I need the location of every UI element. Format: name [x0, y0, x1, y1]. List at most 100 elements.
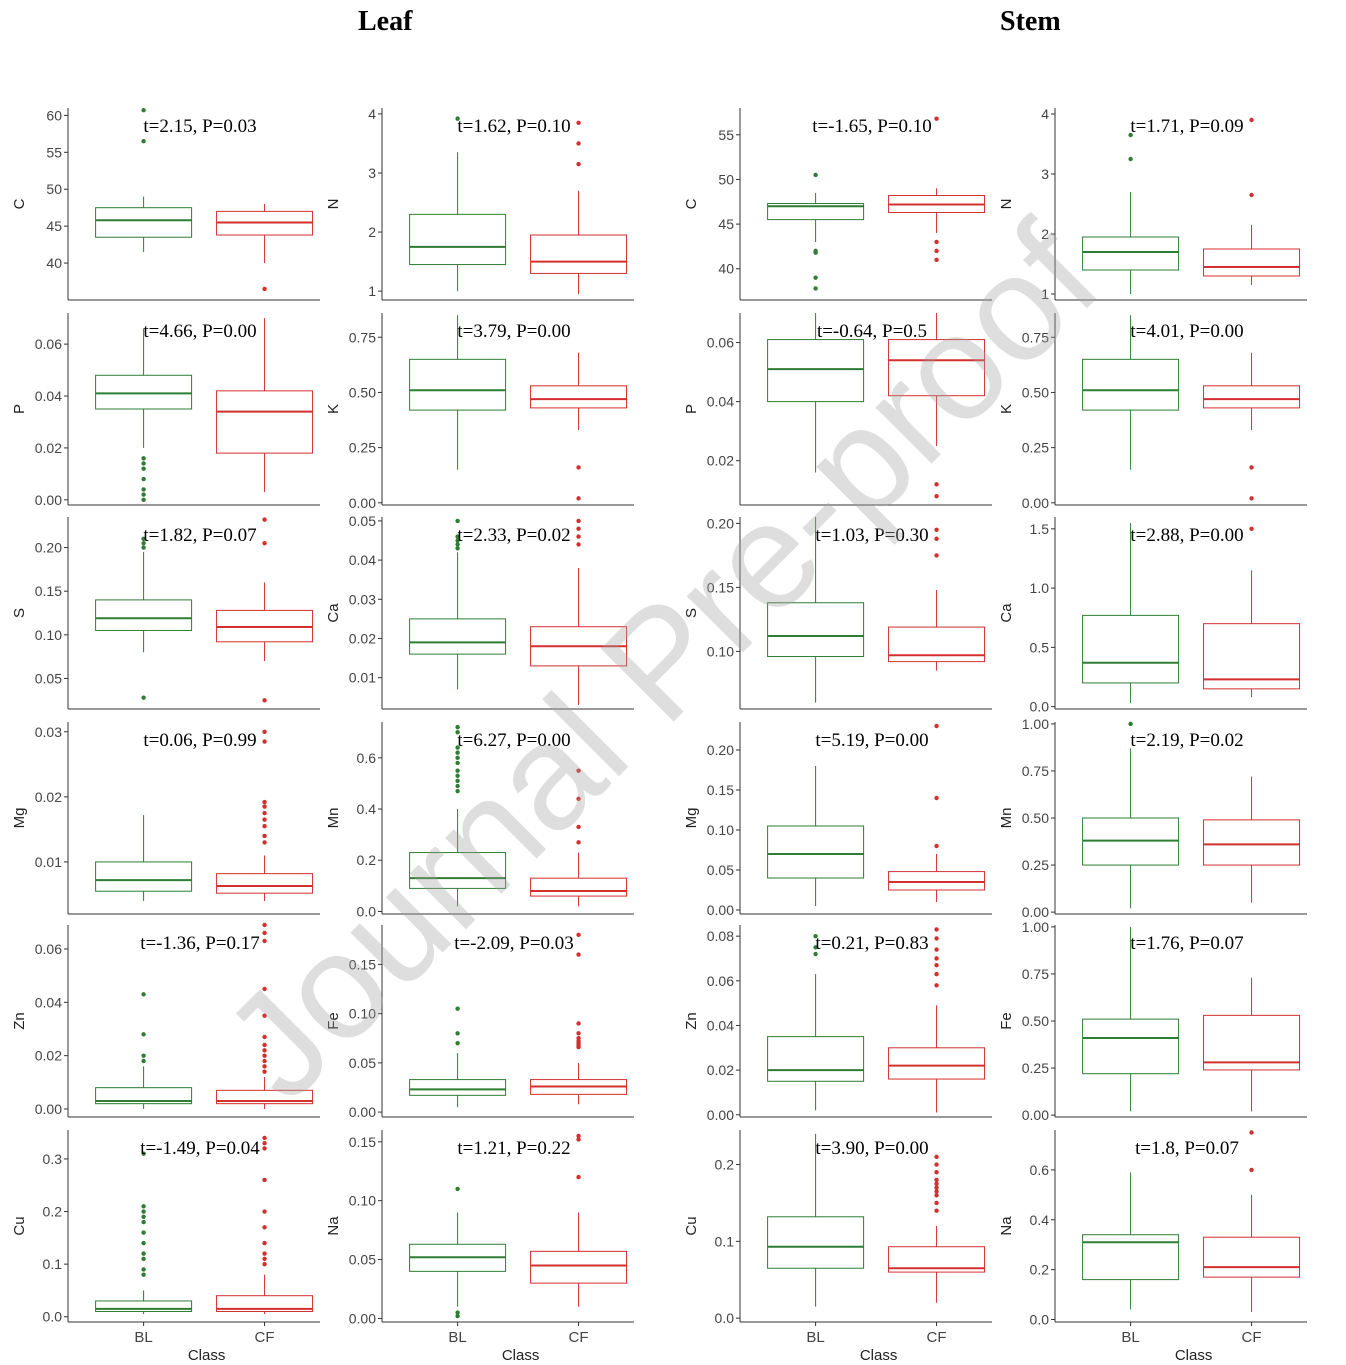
y-axis-label: Na [325, 1216, 342, 1236]
x-tick-label: BL [134, 1329, 152, 1346]
outlier-point [1249, 1130, 1254, 1135]
stat-annotation: t=-1.49, P=0.04 [140, 1138, 260, 1159]
outlier-point [934, 1200, 939, 1206]
x-axis-label: Class [1175, 1347, 1213, 1364]
outlier-point [455, 760, 460, 766]
y-tick-label: 1.00 [1022, 919, 1049, 935]
outlier-point [455, 755, 460, 761]
stat-annotation: t=0.06, P=0.99 [143, 730, 256, 751]
y-tick-label: 0.15 [707, 782, 734, 798]
box-CF [1203, 776, 1301, 903]
outlier-point [262, 1261, 267, 1267]
y-tick-label: 0.10 [707, 822, 734, 838]
y-tick-label: 0.1 [43, 1256, 63, 1272]
outlier-point [262, 1034, 267, 1040]
panel-leaf-K: 0.00 0.25 0.50 0.75 Kt=3.79, P=0.00 [325, 313, 634, 511]
y-tick-label: 0.05 [35, 670, 62, 686]
panel-leaf-Na: 0.00 0.05 0.10 0.15 Na t=1.21, P=0.22 BL CF Clas… [325, 1130, 634, 1364]
outlier-point [455, 768, 460, 773]
y-tick-label: 55 [46, 144, 62, 160]
outlier-point [141, 461, 146, 466]
box-CF [888, 527, 986, 671]
outlier-point [1249, 496, 1254, 501]
box-CF [1203, 352, 1301, 501]
outlier-point [262, 986, 267, 992]
outlier-point [262, 1251, 267, 1256]
box-BL [409, 518, 507, 690]
box-CF [888, 723, 986, 902]
stat-annotation: t=3.79, P=0.00 [457, 321, 570, 342]
iqr-box [1203, 385, 1301, 409]
y-tick-label: 0.75 [1022, 966, 1049, 982]
outlier-point [576, 542, 581, 547]
iqr-box [409, 618, 507, 655]
outlier-point [262, 817, 267, 822]
y-tick-label: 0.00 [1022, 495, 1049, 511]
outlier-point [455, 116, 460, 121]
outlier-point [1249, 526, 1254, 532]
outlier-point [262, 823, 267, 829]
y-tick-label: 0.75 [1022, 329, 1049, 345]
outlier-point [576, 1174, 581, 1180]
outlier-point [576, 120, 581, 125]
outlier-point [262, 729, 267, 734]
box-BL [95, 536, 193, 700]
y-tick-label: 45 [46, 218, 62, 234]
outlier-point [576, 768, 581, 773]
iqr-box [888, 1246, 986, 1273]
y-tick-label: 0.15 [35, 583, 62, 599]
y-axis-label: C [11, 198, 28, 209]
box-BL [1082, 315, 1180, 470]
y-tick-label: 0.00 [349, 1104, 376, 1120]
outlier-point [934, 1170, 939, 1175]
outlier-point [141, 1256, 146, 1262]
box-BL [1082, 522, 1180, 704]
outlier-point [262, 1069, 267, 1074]
outlier-point [141, 497, 146, 503]
outlier-point [576, 534, 581, 539]
box-BL [1082, 132, 1180, 294]
stat-annotation: t=2.33, P=0.02 [457, 525, 570, 546]
y-tick-label: 0.50 [1022, 1013, 1049, 1029]
outlier-point [262, 1013, 267, 1018]
y-tick-label: 0.10 [349, 1193, 376, 1209]
y-tick-label: 0.6 [357, 750, 377, 766]
y-axis-label: Zn [683, 1012, 700, 1030]
y-tick-label: 45 [718, 216, 734, 232]
stat-annotation: t=1.8, P=0.07 [1135, 1138, 1239, 1159]
iqr-box [95, 599, 193, 631]
box-BL [767, 1133, 865, 1307]
box-CF [530, 768, 628, 907]
y-tick-label: 0.04 [349, 552, 376, 568]
x-tick-label: BL [448, 1329, 466, 1346]
y-axis-label: K [325, 404, 342, 414]
y-tick-label: 0.75 [349, 329, 376, 345]
box-CF [216, 729, 314, 901]
box-BL [95, 1151, 193, 1315]
outlier-point [262, 286, 267, 292]
iqr-box [95, 1300, 193, 1312]
outlier-point [813, 275, 818, 280]
stat-annotation: t=-2.09, P=0.03 [454, 933, 574, 954]
outlier-point [576, 496, 581, 501]
outlier-point [934, 927, 939, 932]
y-tick-label: 0.15 [349, 956, 376, 972]
iqr-box [1082, 236, 1180, 271]
y-axis-label: Fe [325, 1012, 342, 1030]
y-tick-label: 0.0 [715, 1310, 735, 1326]
outlier-point [934, 843, 939, 849]
y-tick-label: 0.50 [1022, 384, 1049, 400]
x-tick-label: BL [1121, 1329, 1139, 1346]
iqr-box [888, 1047, 986, 1080]
iqr-box [409, 852, 507, 889]
outlier-point [576, 1031, 581, 1036]
outlier-point [262, 1140, 267, 1146]
y-tick-label: 3 [368, 165, 376, 181]
box-BL [409, 724, 507, 907]
x-axis-label: Class [188, 1347, 226, 1364]
outlier-point [262, 739, 267, 744]
box-CF [216, 517, 314, 703]
iqr-box [888, 626, 986, 663]
panel-stem-Na: 0.0 0.2 0.4 0.6 Na t=1.8, P=0.07 BL CF Class [998, 1130, 1307, 1364]
outlier-point [455, 534, 460, 539]
